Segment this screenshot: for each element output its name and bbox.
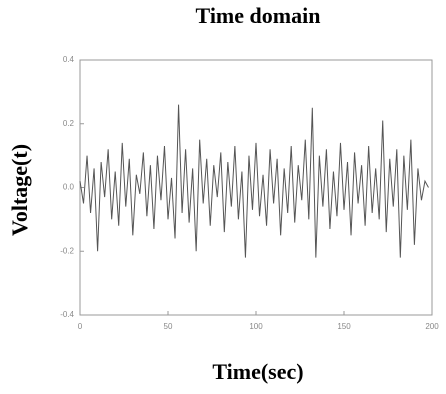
- plot-frame: [79, 59, 433, 316]
- line-series: [79, 104, 429, 258]
- x-tick-label: 100: [249, 322, 263, 331]
- y-axis-label: Voltage(t): [7, 144, 32, 236]
- chart-title: Time domain: [196, 3, 321, 28]
- y-tick-label: -0.4: [60, 310, 74, 319]
- x-tick-label: 200: [425, 322, 439, 331]
- x-tick-label: 0: [78, 322, 83, 331]
- y-tick-label: 0.4: [63, 55, 75, 64]
- y-tick-label: -0.2: [60, 246, 74, 255]
- y-tick-label: 0.0: [63, 183, 75, 192]
- x-tick-label: 50: [164, 322, 173, 331]
- x-tick-label: 150: [337, 322, 351, 331]
- y-tick-label: 0.2: [63, 119, 75, 128]
- x-axis-label: Time(sec): [212, 359, 303, 384]
